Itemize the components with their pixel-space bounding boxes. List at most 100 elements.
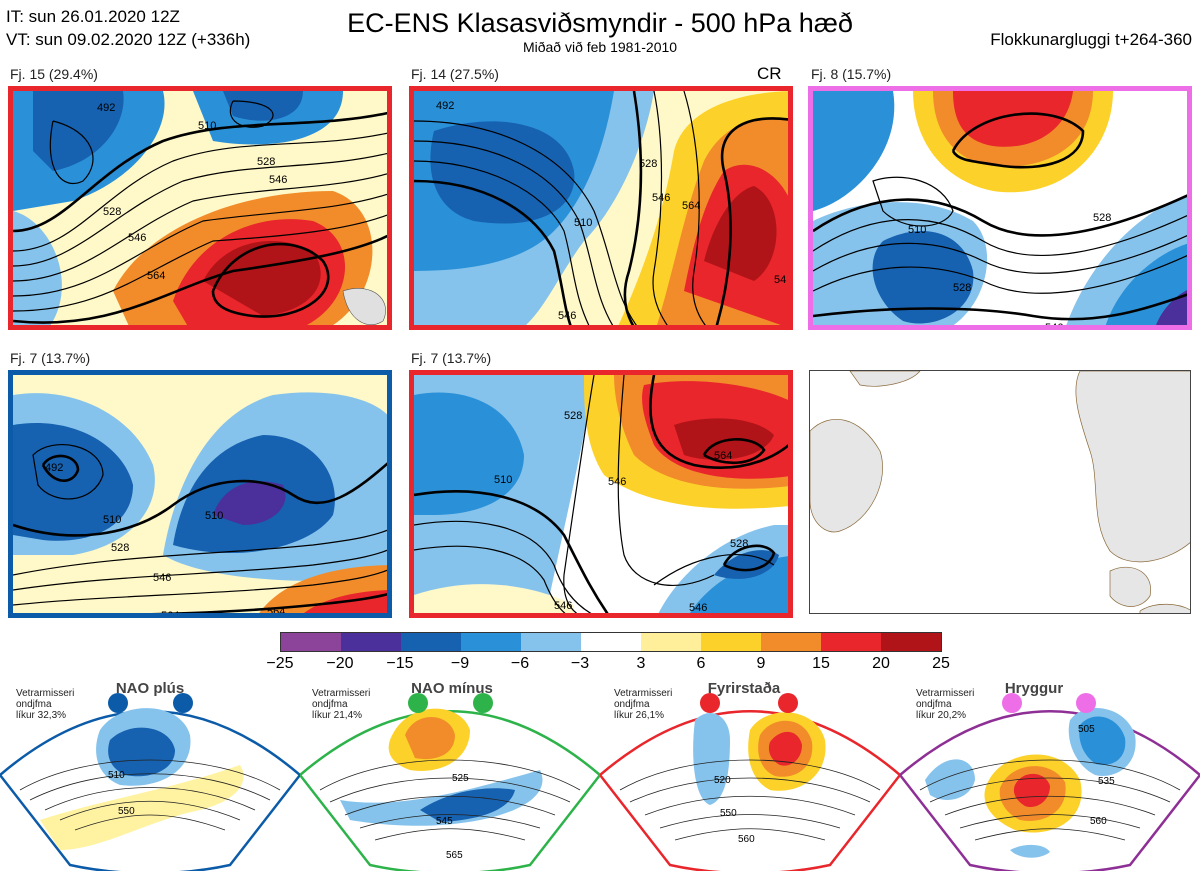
stat-line: ondjfma (916, 699, 952, 710)
regime-nao-minus-marker (473, 693, 493, 713)
colorbar-tick: 6 (696, 655, 706, 672)
panel-1-contour-label: 510 (198, 120, 216, 132)
stat-line: ondjfma (312, 699, 348, 710)
panel-2-contour-label: 54 (774, 274, 786, 286)
panel-3-label: Fj. 8 (15.7%) (811, 66, 892, 82)
panel-2-contour-label: 546 (558, 310, 576, 322)
panel-4-contour-label: 510 (103, 514, 121, 526)
panel-4-contour-label: 546 (153, 572, 171, 584)
regime-nao-minus-marker (408, 693, 428, 713)
colorbar-segment (461, 633, 521, 651)
panel-1-contour-label: 564 (147, 270, 165, 282)
panel-3-contour-label: 528 (953, 282, 971, 294)
initial-time: IT: sun 26.01.2020 12Z (6, 7, 180, 26)
colorbar-tick: −9 (450, 655, 470, 672)
cluster-map-5[interactable]: 510 528 546 564 528 546 546 (409, 370, 793, 618)
panel-5-contour-label: 528 (730, 538, 748, 550)
colorbar-tick: −6 (510, 655, 530, 672)
cluster-map-1[interactable]: 492 510 528 546 564 546 528 (8, 86, 392, 330)
colorbar-tick: 9 (756, 655, 766, 672)
classification-window: Flokkunargluggi t+264-360 (990, 30, 1192, 49)
regime-nao-minus-map[interactable]: 525 545 565 (300, 680, 600, 871)
panel-5-contour-label: 510 (494, 474, 512, 486)
panel-2-contour-label: 510 (574, 217, 592, 229)
colorbar-segment (401, 633, 461, 651)
regime-blocking-stats: Vetrarmisseri ondjfma líkur 26,1% (614, 688, 672, 721)
regime-ridge-stats: Vetrarmisseri ondjfma líkur 20,2% (916, 688, 974, 721)
panel-4-label: Fj. 7 (13.7%) (10, 350, 91, 366)
panel-2-contour-label: 564 (682, 200, 700, 212)
colorbar-segment (701, 633, 761, 651)
regime-ridge-contour-label: 535 (1098, 776, 1115, 787)
stat-line: ondjfma (614, 699, 650, 710)
colorbar-tick: 20 (872, 655, 890, 672)
colorbar-segment (581, 633, 641, 651)
stat-line: Vetrarmisseri (16, 688, 75, 699)
anomaly-colorbar (280, 632, 942, 652)
regime-blocking-map[interactable]: 520 550 560 (600, 680, 900, 871)
regime-nao-minus-contour-label: 525 (452, 773, 469, 784)
regime-blocking-name: Fyrirstaða (707, 680, 781, 697)
regime-blocking-marker (778, 693, 798, 713)
panel-1-contour-label: 528 (103, 206, 121, 218)
panel-5-contour-label: 528 (564, 410, 582, 422)
panel-1-contour-label: 546 (269, 174, 287, 186)
cluster-map-4[interactable]: 492 510 510 528 546 564 564 (8, 370, 392, 618)
stat-line: líkur 20,2% (916, 710, 967, 721)
page-subtitle: Miðað við feb 1981-2010 (522, 39, 678, 55)
panel-2-contour-label: 492 (436, 100, 454, 112)
stat-line: Vetrarmisseri (312, 688, 371, 699)
colorbar-segment (521, 633, 581, 651)
header-info: IT: sun 26.01.2020 12Z VT: sun 09.02.202… (6, 5, 250, 51)
stat-line: Vetrarmisseri (916, 688, 975, 699)
regime-ridge-contour-label: 505 (1078, 724, 1095, 735)
regime-blocking-contour-label: 550 (720, 808, 737, 819)
regime-nao-plus-map[interactable]: 510 550 (0, 680, 300, 871)
panel-2-cr-mark: CR (757, 64, 782, 83)
regime-nao-plus-name: NAO plús (115, 680, 185, 697)
stat-line: líkur 26,1% (614, 710, 665, 721)
regime-nao-minus-name: NAO mínus (411, 680, 493, 697)
regime-ridge-marker (1002, 693, 1022, 713)
regime-nao-minus-contour-label: 545 (436, 816, 453, 827)
base-map-empty[interactable] (809, 370, 1191, 614)
panel-5-contour-label: 564 (714, 450, 732, 462)
colorbar-tick: −3 (570, 655, 590, 672)
colorbar-tick: −15 (386, 655, 414, 672)
regime-ridge-map[interactable]: 505 535 560 (900, 680, 1200, 871)
regime-ridge-contour-label: 560 (1090, 816, 1107, 827)
panel-2-contour-label: 528 (639, 158, 657, 170)
regime-nao-plus-marker (108, 693, 128, 713)
panel-1-contour-label: 492 (97, 102, 115, 114)
regime-blocking-marker (700, 693, 720, 713)
panel-4-contour-label: 510 (205, 510, 223, 522)
panel-2-contour-label: 546 (652, 192, 670, 204)
colorbar-segment (641, 633, 701, 651)
panel-4-contour-label: 564 (267, 606, 285, 618)
regime-nao-plus-stats: Vetrarmisseri ondjfma líkur 32,3% (16, 688, 74, 721)
stat-line: ondjfma (16, 699, 52, 710)
regime-nao-minus-stats: Vetrarmisseri ondjfma líkur 21,4% (312, 688, 370, 721)
panel-4-contour-label: 492 (45, 462, 63, 474)
regime-ridge-name: Hryggur (1004, 680, 1064, 697)
page-title: EC-ENS Klasasviðsmyndir - 500 hPa hæð (347, 8, 853, 38)
regime-nao-plus-marker (173, 693, 193, 713)
panel-5-label: Fj. 7 (13.7%) (411, 350, 492, 366)
cluster-map-3[interactable]: 510 528 528 546 (808, 86, 1192, 330)
stat-line: Vetrarmisseri (614, 688, 673, 699)
valid-time: VT: sun 09.02.2020 12Z (+336h) (6, 30, 251, 49)
colorbar-segment (761, 633, 821, 651)
regime-nao-minus-contour-label: 565 (446, 850, 463, 861)
cluster-map-2[interactable]: 492 510 528 546 564 546 54 (409, 86, 793, 330)
stat-line: líkur 21,4% (312, 710, 363, 721)
panel-4-contour-label: 564 (161, 610, 179, 618)
panel-1-label: Fj. 15 (29.4%) (10, 66, 98, 82)
regime-blocking-contour-label: 520 (714, 775, 731, 786)
colorbar-tick: 25 (932, 655, 950, 672)
panel-1-contour-label: 528 (257, 156, 275, 168)
colorbar-tick: 15 (812, 655, 830, 672)
stat-line: líkur 32,3% (16, 710, 67, 721)
regime-nao-plus-contour-label: 550 (118, 806, 135, 817)
regime-nao-plus-contour-label: 510 (108, 770, 125, 781)
colorbar-tick: −20 (326, 655, 354, 672)
